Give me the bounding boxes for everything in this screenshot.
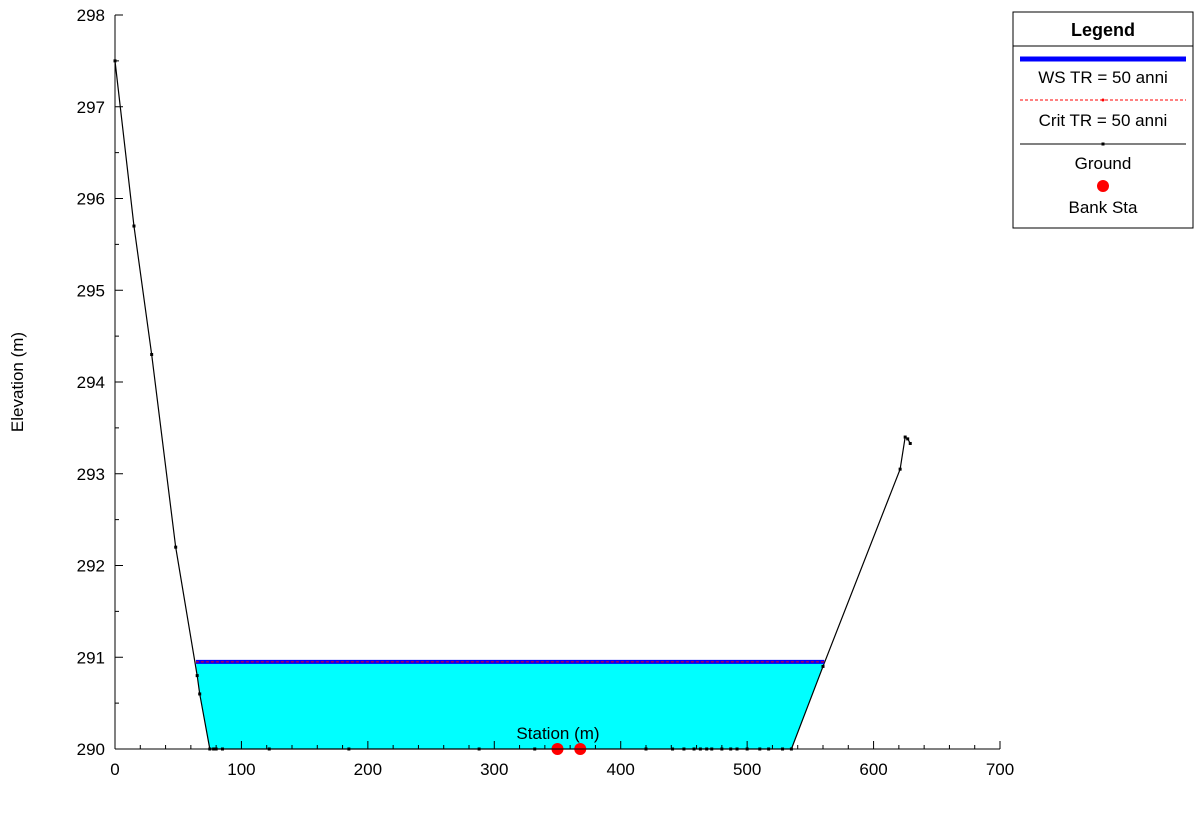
y-tick-label: 293 xyxy=(77,465,105,484)
axes: 0 100 200 300 400 500 600 700 290 291 292 293 294 295… xyxy=(77,6,1015,779)
y-tick-label: 295 xyxy=(77,281,105,300)
legend-ws-label: WS TR = 50 anni xyxy=(1038,68,1168,87)
y-tick-label: 291 xyxy=(77,648,105,667)
legend-bank-label: Bank Sta xyxy=(1069,198,1139,217)
x-tick-label: 400 xyxy=(607,760,635,779)
legend: Legend WS TR = 50 anni Crit TR = 50 anni… xyxy=(1012,11,1194,229)
ground-point xyxy=(174,545,178,549)
ground-point xyxy=(132,224,136,228)
y-tick-label: 292 xyxy=(77,557,105,576)
x-tick-label: 100 xyxy=(227,760,255,779)
legend-ground-marker xyxy=(1101,142,1105,146)
ground-line xyxy=(114,60,911,750)
ground-point xyxy=(195,674,199,678)
y-tick-label: 297 xyxy=(77,98,105,117)
ground-point xyxy=(898,467,902,471)
plot-area xyxy=(113,59,912,755)
y-tick-label: 294 xyxy=(77,373,105,392)
legend-bank-marker xyxy=(1097,180,1109,192)
legend-ground-label: Ground xyxy=(1075,154,1132,173)
ground-point xyxy=(908,441,912,445)
ground-point xyxy=(821,664,825,668)
ground-point xyxy=(903,435,907,439)
y-tick-label: 298 xyxy=(77,6,105,25)
ground-point xyxy=(906,437,910,441)
x-axis-title: Station (m) xyxy=(516,724,599,743)
water-fill xyxy=(195,661,825,749)
x-tick-label: 600 xyxy=(859,760,887,779)
ground-point xyxy=(150,352,154,356)
x-tick-label: 200 xyxy=(354,760,382,779)
legend-title: Legend xyxy=(1071,20,1135,40)
x-tick-label: 500 xyxy=(733,760,761,779)
ground-point xyxy=(198,692,202,696)
legend-crit-marker xyxy=(1101,98,1105,102)
x-tick-label: 300 xyxy=(480,760,508,779)
x-tick-label: 700 xyxy=(986,760,1014,779)
legend-crit-label: Crit TR = 50 anni xyxy=(1039,111,1168,130)
y-tick-label: 296 xyxy=(77,190,105,209)
y-tick-label: 290 xyxy=(77,740,105,759)
y-axis-title: Elevation (m) xyxy=(8,332,27,432)
x-tick-label: 0 xyxy=(110,760,119,779)
